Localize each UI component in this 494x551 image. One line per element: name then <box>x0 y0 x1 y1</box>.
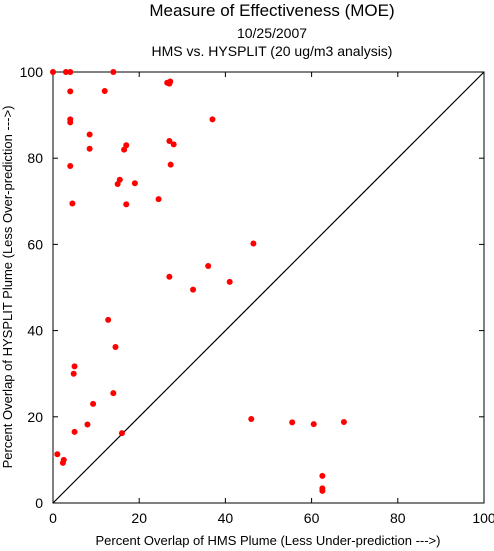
data-point <box>155 196 162 203</box>
data-point <box>121 146 128 153</box>
data-point <box>226 278 233 285</box>
data-point <box>319 487 326 494</box>
data-point <box>167 78 174 85</box>
data-point <box>209 116 216 123</box>
x-axis-ticks: 0 20 40 60 80 100 <box>49 72 494 526</box>
data-point <box>319 472 326 479</box>
data-point <box>105 316 112 323</box>
data-point <box>59 459 66 466</box>
data-point <box>86 131 93 138</box>
data-point <box>310 421 317 428</box>
y-axis-label: Percent Overlap of HYSPLIT Plume (Less O… <box>0 106 15 469</box>
data-point <box>86 145 93 152</box>
data-point <box>248 415 255 422</box>
data-point <box>250 240 257 247</box>
data-point <box>84 421 91 428</box>
data-point <box>118 430 125 437</box>
data-point <box>114 181 121 188</box>
y-tick-label: 20 <box>27 409 43 425</box>
data-point <box>71 428 78 435</box>
data-point <box>67 69 74 75</box>
x-tick-label: 60 <box>304 510 320 526</box>
x-tick-label: 100 <box>472 510 494 526</box>
x-tick-label: 40 <box>218 510 234 526</box>
data-point <box>110 69 117 75</box>
data-point <box>101 87 108 94</box>
x-tick-label: 80 <box>390 510 406 526</box>
data-point <box>50 69 56 75</box>
data-point <box>62 69 69 75</box>
x-axis-label: Percent Overlap of HMS Plume (Less Under… <box>96 533 441 548</box>
chart-subtitle-date: 10/25/2007 <box>237 25 307 41</box>
x-tick-label: 20 <box>131 510 147 526</box>
data-point <box>167 161 174 168</box>
data-point <box>123 201 130 208</box>
data-point <box>110 390 117 397</box>
plot-frame <box>52 71 485 504</box>
data-points <box>50 69 347 494</box>
data-point <box>190 286 197 293</box>
chart-subtitle-comparison: HMS vs. HYSPLIT (20 ug/m3 analysis) <box>152 43 393 59</box>
data-point <box>166 137 173 144</box>
data-point <box>340 418 347 425</box>
data-point <box>67 119 74 126</box>
data-point <box>54 451 61 458</box>
y-tick-label: 80 <box>27 150 43 166</box>
data-point <box>70 370 77 377</box>
data-point <box>67 88 74 95</box>
data-point <box>166 273 173 280</box>
data-point <box>170 141 177 148</box>
y-axis-ticks: 0 20 40 60 80 100 <box>20 64 484 511</box>
data-point <box>90 400 97 407</box>
one-to-one-reference-line <box>52 71 485 504</box>
data-point <box>205 262 212 269</box>
chart-title: Measure of Effectiveness (MOE) <box>149 1 394 20</box>
data-point <box>112 343 119 350</box>
y-tick-label: 60 <box>27 236 43 252</box>
y-tick-label: 100 <box>20 64 44 80</box>
y-tick-label: 0 <box>35 495 43 511</box>
data-point <box>69 200 76 207</box>
data-point <box>67 162 74 169</box>
y-tick-label: 40 <box>27 323 43 339</box>
x-tick-label: 0 <box>49 510 57 526</box>
data-point <box>71 363 78 370</box>
data-point <box>289 419 296 426</box>
data-point <box>131 180 138 187</box>
